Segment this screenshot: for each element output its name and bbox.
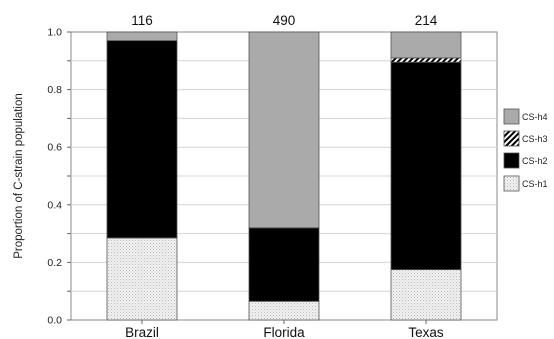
- y-tick-label: 0.8: [47, 84, 62, 96]
- bar-brazil-cs-h1: [106, 237, 178, 321]
- legend-swatch-cs-h2: [503, 152, 520, 169]
- axes: 0.0 0.2 0.4 0.6 0.8 1.0 Brazil 116 Florida 490 Tex…: [47, 13, 443, 339]
- bar-florida-cs-h4: [248, 31, 320, 229]
- bar-texas-cs-h4: [390, 31, 462, 59]
- x-tick-label-texas: Texas: [408, 325, 444, 339]
- bar-florida-cs-h1: [248, 300, 320, 321]
- legend-label-cs-h2: CS-h2: [522, 156, 548, 166]
- legend-swatch-cs-h3: [503, 130, 520, 147]
- y-tick-label: 0.2: [47, 257, 62, 269]
- bar-texas-cs-h3: [390, 57, 462, 63]
- bar-florida-cs-h2: [248, 227, 320, 302]
- sample-size-label-brazil: 116: [131, 13, 153, 28]
- legend-label-cs-h3: CS-h3: [522, 134, 548, 144]
- bar-texas-cs-h2: [390, 61, 462, 271]
- legend-label-cs-h4: CS-h4: [522, 112, 548, 122]
- bar-brazil-cs-h2: [106, 40, 178, 239]
- y-axis-label: Proportion of C-strain population: [13, 93, 25, 259]
- y-tick-label: 0.0: [47, 315, 62, 327]
- sample-size-label-texas: 214: [415, 13, 438, 28]
- bars: [106, 31, 462, 321]
- y-tick-label: 1.0: [47, 27, 62, 39]
- legend-swatch-cs-h1: [503, 175, 520, 192]
- bar-texas-cs-h1: [390, 269, 462, 321]
- bar-brazil-cs-h4: [106, 31, 178, 42]
- y-tick-label: 0.4: [47, 199, 62, 211]
- x-tick-label-brazil: Brazil: [125, 325, 159, 339]
- legend-label-cs-h1: CS-h1: [522, 179, 548, 189]
- x-tick-label-florida: Florida: [263, 325, 305, 339]
- y-tick-label: 0.6: [47, 142, 62, 154]
- sample-size-label-florida: 490: [273, 13, 296, 28]
- legend: CS-h4 CS-h3 CS-h2 CS-h1: [503, 108, 548, 192]
- legend-swatch-cs-h4: [503, 108, 520, 125]
